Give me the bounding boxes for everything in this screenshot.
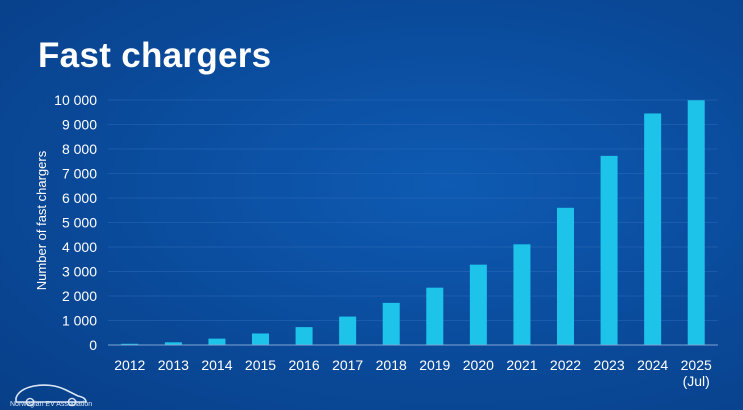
bar-2017 — [339, 316, 357, 345]
x-tick-label: 2013 — [158, 357, 189, 373]
bar-2025 — [687, 100, 705, 346]
y-tick-label: 3 000 — [62, 264, 97, 280]
bar-2019 — [426, 287, 444, 345]
y-tick-label: 2 000 — [62, 288, 97, 304]
bar-2024 — [644, 113, 662, 345]
bar-2012 — [121, 343, 139, 345]
y-tick-label: 1 000 — [62, 313, 97, 329]
bar-2016 — [295, 327, 313, 345]
y-tick-label: 9 000 — [62, 117, 97, 133]
x-tick-label: 2023 — [593, 357, 624, 373]
bar-2023 — [600, 155, 618, 345]
x-tick-label: 2025 — [681, 357, 712, 373]
x-tick-label: 2021 — [506, 357, 537, 373]
bars — [121, 100, 705, 346]
x-tick-labels: 2012 2013 2014 2015 2016 2017 2018 2019 2020 2021… — [114, 357, 712, 389]
y-tick-labels: 0 1 000 2 000 3 000 4 000 5 000 6 000 7 000 8 00… — [54, 92, 97, 353]
x-tick-label: 2015 — [245, 357, 276, 373]
y-tick-label: 7 000 — [62, 166, 97, 182]
bar-2022 — [557, 207, 574, 345]
x-tick-label: 2012 — [114, 357, 145, 373]
bar-2021 — [513, 244, 531, 345]
y-tick-label: 6 000 — [62, 190, 97, 206]
x-tick-sublabel: (Jul) — [683, 373, 710, 389]
chart-title: Fast chargers — [38, 36, 272, 75]
bar-2020 — [469, 264, 487, 345]
y-tick-label: 0 — [89, 337, 97, 353]
y-tick-label: 4 000 — [62, 239, 97, 255]
bar-2014 — [208, 338, 226, 345]
logo-text: Norwegian EV Association — [10, 401, 93, 408]
x-tick-label: 2016 — [288, 357, 319, 373]
y-tick-label: 10 000 — [54, 92, 97, 108]
gridlines — [108, 99, 718, 321]
x-tick-label: 2020 — [463, 357, 494, 373]
x-tick-label: 2018 — [376, 357, 407, 373]
bar-2013 — [164, 342, 182, 345]
x-tick-label: 2017 — [332, 357, 363, 373]
bar-2018 — [382, 302, 400, 345]
y-tick-label: 8 000 — [62, 141, 97, 157]
x-tick-label: 2014 — [201, 357, 232, 373]
bar-2015 — [252, 333, 269, 345]
car-logo-icon — [15, 384, 87, 407]
x-tick-label: 2024 — [637, 357, 668, 373]
y-tick-label: 5 000 — [62, 215, 97, 231]
y-axis-label: Number of fast chargers — [34, 150, 49, 290]
x-tick-label: 2019 — [419, 357, 450, 373]
x-tick-label: 2022 — [550, 357, 581, 373]
